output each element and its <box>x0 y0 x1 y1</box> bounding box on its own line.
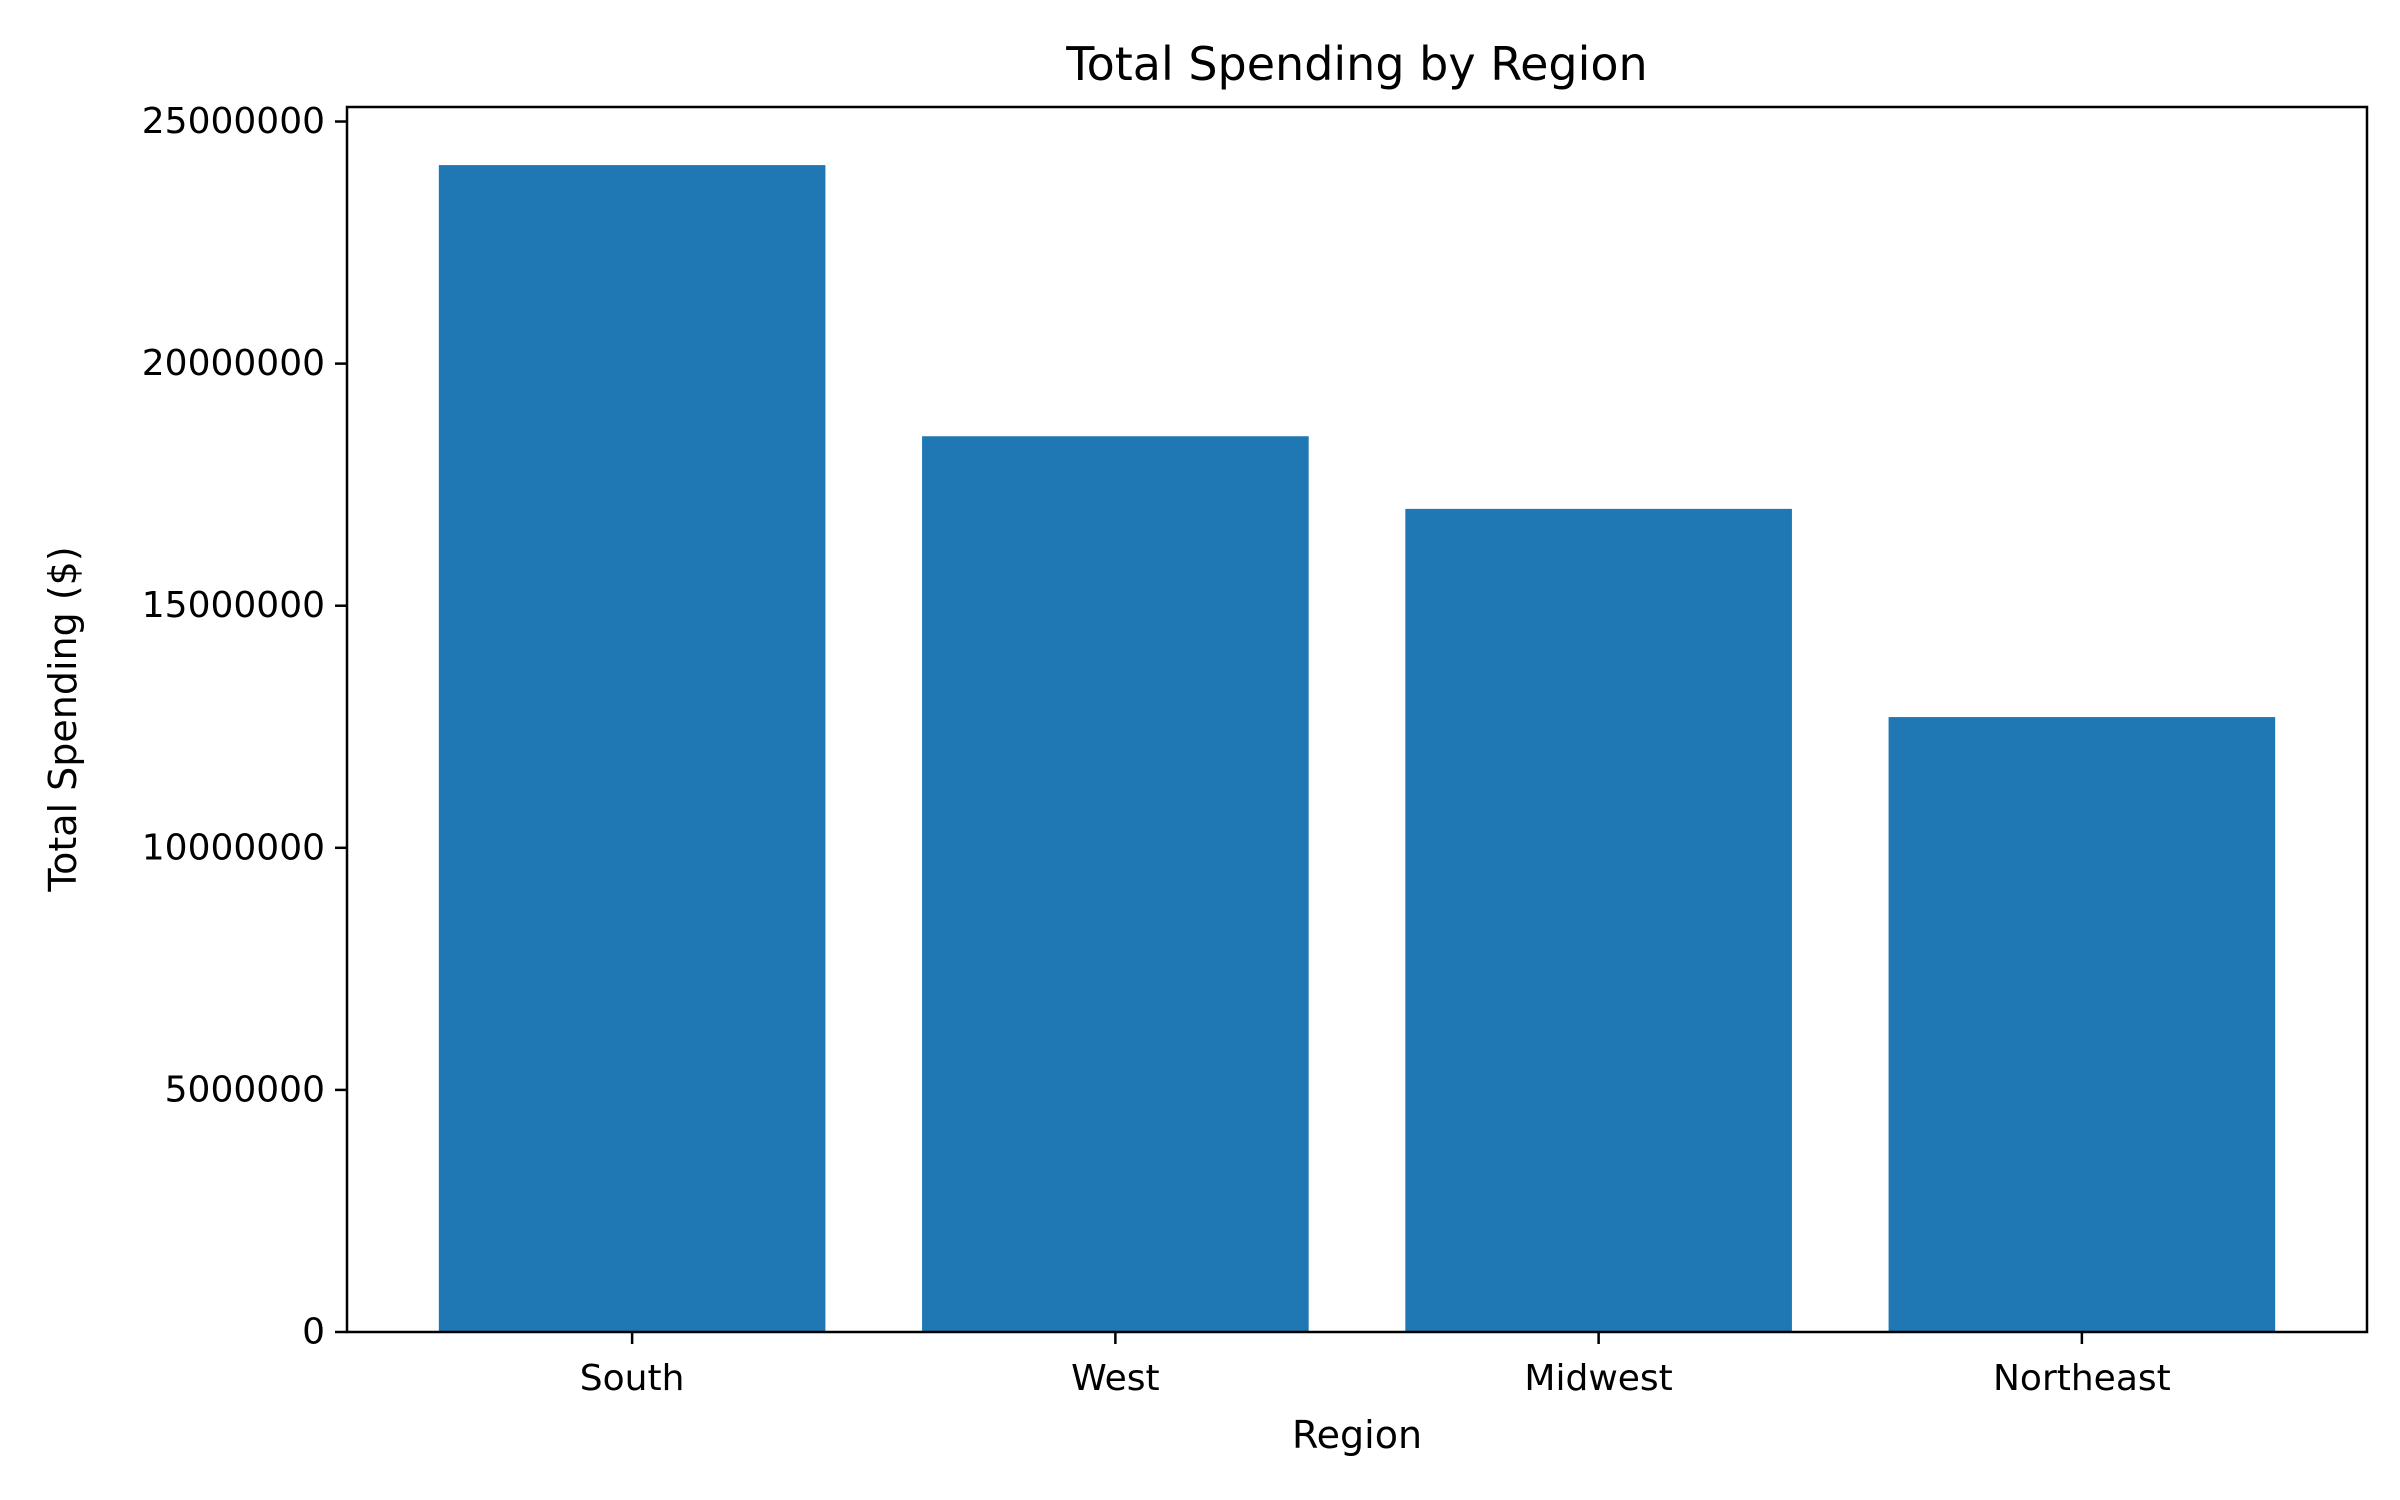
bar-northeast <box>1888 717 2276 1332</box>
plot-frame <box>345 105 2369 1334</box>
y-tick-label: 10000000 <box>142 827 325 868</box>
x-axis-label: Region <box>1292 1413 1422 1457</box>
x-tick-label-northeast: Northeast <box>1993 1358 2171 1399</box>
y-axis-ticks: 0 5000000 10000000 15000000 20000000 25000000 <box>142 101 347 1353</box>
y-tick-label: 5000000 <box>165 1069 325 1110</box>
x-tick-label-west: West <box>1071 1358 1160 1399</box>
y-axis-label: Total Spending ($) <box>41 546 85 892</box>
bar-west <box>922 436 1309 1332</box>
bars-group <box>438 165 2276 1333</box>
bar-south <box>438 165 826 1332</box>
y-tick-label: 15000000 <box>142 585 325 626</box>
x-tick-label-south: South <box>580 1358 685 1399</box>
chart-title: Total Spending by Region <box>1065 37 1647 91</box>
x-tick-label-midwest: Midwest <box>1524 1358 1672 1399</box>
y-tick-label: 20000000 <box>142 343 325 384</box>
bar-midwest <box>1405 508 1792 1333</box>
y-tick-label: 25000000 <box>142 101 325 142</box>
y-tick-label: 0 <box>302 1312 325 1353</box>
x-axis-ticks: South West Midwest Northeast <box>580 1332 2171 1399</box>
